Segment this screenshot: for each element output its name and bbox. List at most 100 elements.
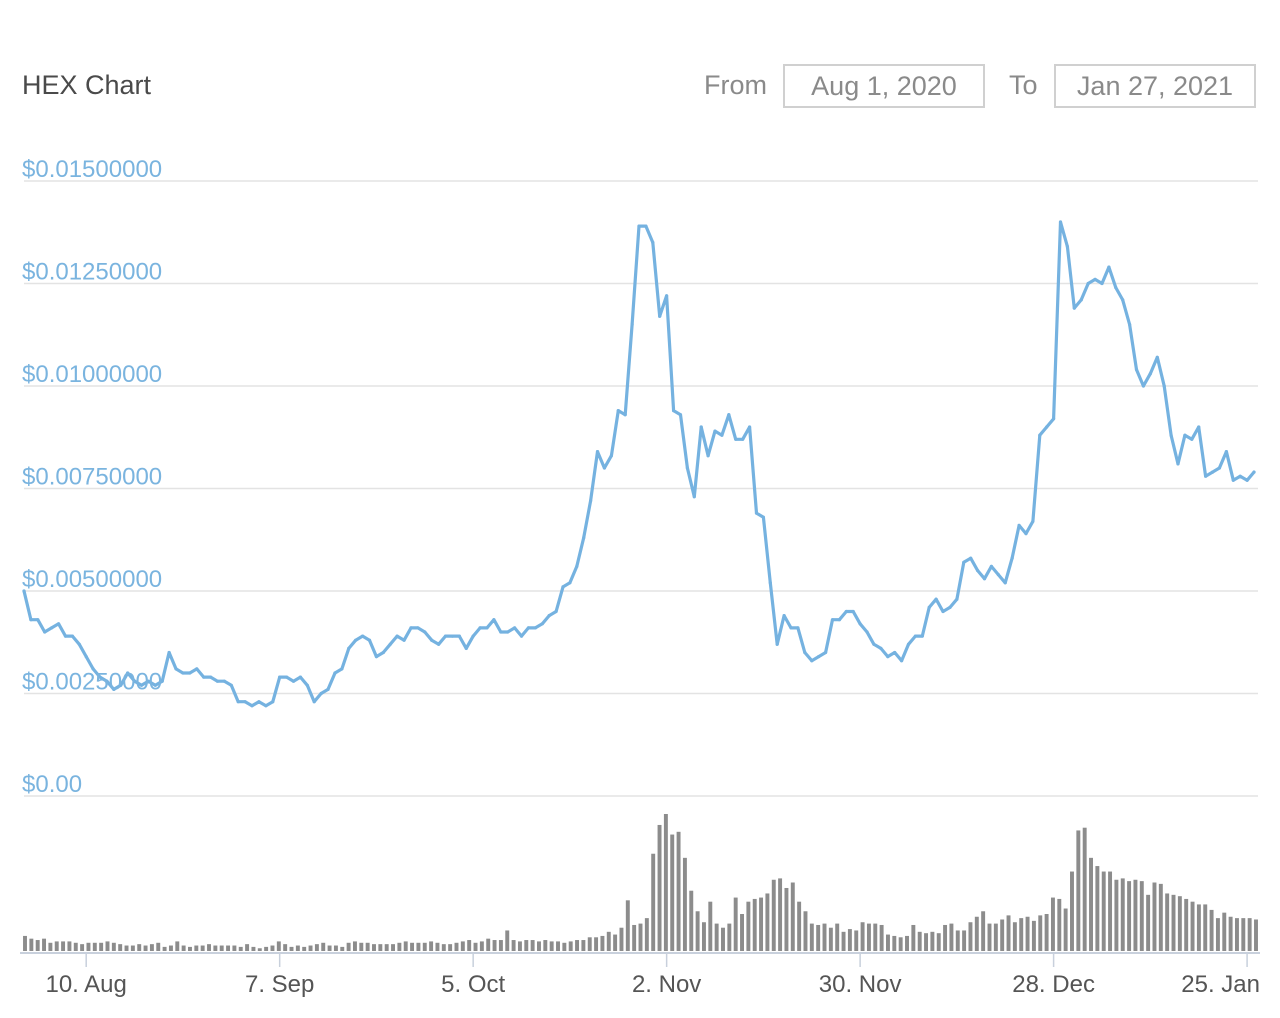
- price-point: [381, 650, 385, 655]
- volume-bar: [695, 911, 700, 951]
- price-point: [485, 626, 489, 630]
- volume-bar: [613, 934, 618, 951]
- volume-bar: [270, 945, 275, 951]
- price-point: [112, 687, 116, 692]
- price-point: [354, 638, 358, 642]
- volume-bar: [111, 942, 116, 951]
- price-point: [865, 630, 869, 634]
- price-point: [1128, 322, 1132, 327]
- price-point: [893, 650, 897, 655]
- volume-bar: [61, 941, 66, 951]
- price-point: [340, 667, 344, 671]
- price-point: [423, 630, 427, 634]
- volume-bar: [689, 890, 694, 951]
- price-point: [188, 671, 192, 675]
- volume-bar: [638, 923, 643, 951]
- price-point: [1065, 245, 1070, 249]
- volume-bar: [137, 944, 142, 951]
- chart-title: HEX Chart: [22, 70, 152, 100]
- price-point: [540, 622, 544, 626]
- price-point: [568, 581, 572, 585]
- price-point: [644, 224, 648, 228]
- price-point: [367, 638, 372, 642]
- price-point: [637, 224, 641, 228]
- volume-bar: [473, 942, 478, 951]
- volume-bar: [1031, 920, 1036, 951]
- price-point: [416, 626, 420, 630]
- price-point: [969, 556, 973, 560]
- volume-bar: [676, 831, 681, 951]
- price-point: [1114, 286, 1118, 290]
- volume-bar: [162, 946, 167, 951]
- from-date-input[interactable]: Aug 1, 2020: [783, 64, 985, 108]
- price-point: [167, 650, 171, 655]
- volume-bar: [308, 945, 313, 951]
- price-point: [582, 536, 586, 540]
- price-point: [91, 667, 95, 671]
- volume-bar: [194, 945, 199, 951]
- price-point: [975, 568, 980, 573]
- price-point: [430, 638, 434, 642]
- y-axis-labels: $0.00 $0.00250000 $0.00500000 $0.00750000 $0…: [22, 156, 162, 798]
- price-point: [1155, 355, 1159, 359]
- volume-bar: [708, 901, 713, 951]
- volume-bar: [29, 938, 34, 951]
- volume-bar: [803, 911, 808, 951]
- price-point: [471, 634, 475, 638]
- volume-bar: [740, 914, 744, 951]
- price-point: [706, 454, 710, 458]
- y-tick-label: $0.00750000: [22, 464, 162, 491]
- volume-bar: [619, 927, 624, 951]
- price-point: [1141, 384, 1146, 388]
- volume-bar: [1089, 857, 1093, 951]
- volume-bar: [295, 945, 300, 951]
- price-point: [319, 691, 323, 696]
- price-point: [899, 659, 904, 663]
- volume-bar: [568, 941, 573, 951]
- x-tick-label: 10. Aug: [45, 971, 126, 998]
- volume-bar: [701, 922, 706, 951]
- volume-bar: [1247, 918, 1252, 951]
- x-tick-label: 28. Dec: [1012, 971, 1095, 998]
- volume-bar: [207, 944, 211, 951]
- price-point: [934, 597, 938, 601]
- volume-bar: [365, 942, 370, 951]
- price-point: [803, 650, 807, 655]
- volume-bar: [987, 923, 992, 951]
- price-point: [1121, 298, 1125, 302]
- price-point: [56, 622, 61, 626]
- to-date-input[interactable]: Jan 27, 2021: [1054, 64, 1256, 108]
- price-point: [1231, 478, 1235, 482]
- price-point: [761, 515, 765, 519]
- price-point: [796, 626, 800, 630]
- price-point: [222, 679, 226, 683]
- price-point: [284, 675, 289, 679]
- volume-bar: [835, 923, 840, 951]
- volume-bar: [118, 944, 123, 951]
- volume-bar: [1196, 904, 1201, 951]
- volume-bar: [80, 944, 85, 951]
- volume-bar: [1241, 918, 1246, 951]
- volume-bar: [1076, 830, 1081, 951]
- volume-bar: [600, 935, 605, 951]
- price-point: [595, 450, 600, 454]
- volume-bar: [670, 834, 675, 951]
- volume-bar: [968, 922, 973, 951]
- y-tick-label: $0.01500000: [22, 156, 162, 183]
- volume-bar: [1038, 915, 1043, 951]
- price-point: [1079, 298, 1083, 302]
- volume-bar: [333, 945, 338, 951]
- volume-bar: [232, 945, 237, 951]
- volume-bar: [1101, 871, 1106, 951]
- price-point: [70, 634, 74, 638]
- price-point: [713, 429, 717, 433]
- price-point: [450, 634, 455, 638]
- price-point: [243, 700, 247, 704]
- volume-bar: [1063, 908, 1068, 951]
- volume-bar: [99, 942, 104, 951]
- volume-bar: [378, 944, 383, 951]
- volume-bar: [143, 945, 148, 951]
- volume-bar: [765, 893, 770, 951]
- price-point: [851, 609, 855, 614]
- price-point: [920, 634, 924, 638]
